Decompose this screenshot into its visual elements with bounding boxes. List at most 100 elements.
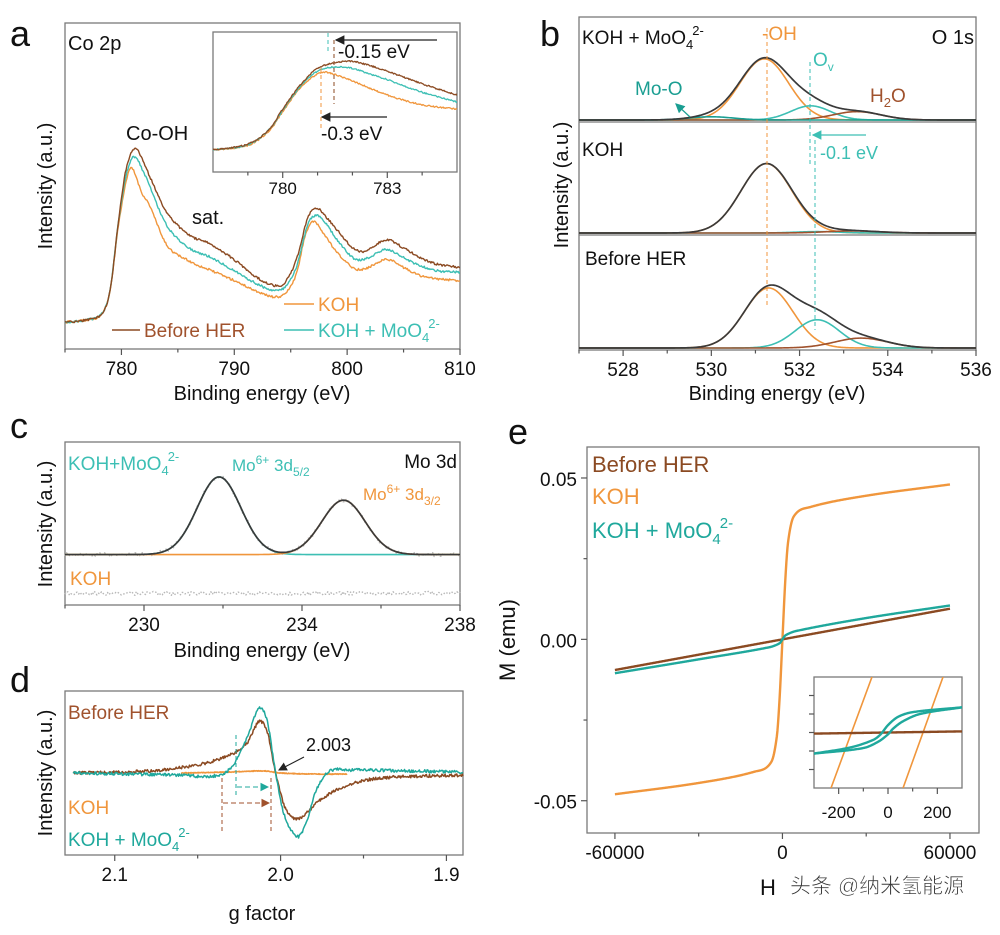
raw-data-koh: [64, 590, 461, 597]
panel-label-b: b: [540, 13, 560, 54]
x-tick-label: 530: [695, 360, 727, 381]
legend-label-before-her-e: Before HER: [592, 452, 709, 477]
series-koh-moo4: [72, 706, 464, 839]
inset-background: [213, 32, 457, 172]
chart-d-plot: 2.1 2.0 1.9: [64, 690, 464, 886]
component-ov: [579, 318, 976, 349]
x-tick-label: 1.9: [433, 865, 459, 886]
inset-series-koh-moo4-branch-1: [814, 706, 962, 755]
inset-series-koh-moo4-branch-2: [814, 706, 962, 755]
legend-label-before-her-d: Before HER: [68, 703, 169, 724]
subplot-koh-moo4: [579, 56, 976, 121]
component-ov: [579, 105, 976, 121]
component-oh: [579, 287, 976, 349]
x-tick-label: 0: [777, 843, 788, 864]
legend-label-koh-moo4-e: KOH + MoO42-: [592, 515, 733, 548]
chart-a-title: Co 2p: [68, 33, 121, 55]
x-tick-label: 810: [444, 359, 476, 380]
y-tick-label: -0.05: [534, 793, 577, 814]
series-koh: [65, 166, 460, 324]
panel-label-a: a: [10, 13, 31, 54]
x-tick-label: 536: [960, 360, 992, 381]
legend-a: KOH Before HER KOH + MoO42-: [112, 295, 440, 345]
x-tick-label: 2.0: [267, 865, 293, 886]
series-koh-moo4: [65, 155, 460, 324]
x-tick-label: 783: [373, 179, 401, 198]
panel-d: d 2.1 2.0 1.9 Before HER 2.003 KOH KOH + M…: [10, 659, 464, 925]
x-tick-label: 780: [269, 179, 297, 198]
x-tick-label: 60000: [924, 843, 977, 864]
y-tick-label: 0.05: [540, 470, 577, 491]
fit-envelope: [65, 476, 460, 556]
chart-b-frame: [578, 16, 977, 351]
subplot-before-her: [579, 284, 976, 349]
chart-c-plot: 230 234 238: [64, 441, 476, 636]
x-tick-label: 528: [607, 360, 639, 381]
subplot-label-koh-moo4: KOH + MoO42-: [582, 23, 704, 52]
inset-series-before-her: [814, 730, 962, 735]
legend-label-koh-moo4: KOH + MoO42-: [318, 316, 440, 345]
series-before-her: [65, 147, 460, 324]
component-label-ov: Ov: [813, 50, 834, 74]
x-tick-label: 200: [923, 803, 951, 822]
component-label-3d32: Mo6+ 3d3/2: [363, 482, 441, 508]
inset-series-koh-moo4: [213, 65, 457, 151]
x-tick-label: 234: [286, 615, 318, 636]
chart-d-ylabel: Intensity (a.u.): [35, 710, 57, 837]
watermark: 头条 @纳米氢能源: [790, 875, 964, 898]
series-koh: [180, 769, 348, 776]
panel-label-d: d: [10, 659, 30, 700]
sample-label-koh: KOH: [70, 569, 111, 590]
chart-c-xlabel: Binding energy (eV): [174, 640, 351, 662]
panel-c: c 230 234 238 KOH+MoO42- Mo6+ 3d5/2 Mo 3d …: [10, 405, 476, 662]
x-tick-label: 230: [128, 615, 160, 636]
component-label-mo-o: Mo-O: [635, 79, 683, 100]
subplot-koh: [579, 162, 976, 234]
chart-c-title: Mo 3d: [404, 452, 457, 473]
chart-a-ylabel: Intensity (a.u.): [35, 123, 57, 250]
series-before-her: [72, 719, 464, 821]
panel-a: a 780 790 800 810 780 783 Co 2p Co-OH sat. -0…: [10, 13, 476, 405]
panel-label-c: c: [10, 405, 28, 446]
chart-a-plot: 780 790 800 810 780 783: [64, 22, 476, 380]
legend-label-koh-moo4-d: KOH + MoO42-: [68, 825, 190, 854]
component-label-3d52: Mo6+ 3d5/2: [232, 453, 310, 479]
annotation-g-value: 2.003: [306, 735, 351, 755]
legend-label-before-her: Before HER: [144, 321, 245, 342]
component-oh: [579, 162, 976, 234]
arrow-g-value: [278, 756, 305, 771]
x-tick-label: 780: [106, 359, 138, 380]
x-tick-label: 0: [883, 803, 892, 822]
chart-e-xlabel: H: [760, 875, 776, 900]
fit-envelope: [579, 56, 976, 121]
chart-d-xlabel: g factor: [229, 903, 296, 925]
arrow-mo-o: [675, 103, 691, 118]
chart-a-xlabel: Binding energy (eV): [174, 383, 351, 405]
chart-e-inset: -200 0 200: [809, 676, 963, 822]
legend-label-koh-e: KOH: [592, 484, 640, 509]
x-tick-label: 534: [872, 360, 904, 381]
annotation-co-oh: Co-OH: [126, 123, 188, 145]
x-tick-label: -200: [822, 803, 856, 822]
series-koh-moo4: [614, 604, 951, 675]
chart-b-ylabel: Intensity (a.u.): [551, 122, 573, 249]
legend-label-koh: KOH: [318, 295, 359, 316]
chart-c-ylabel: Intensity (a.u.): [35, 461, 57, 588]
annotation-shift-ov: -0.1 eV: [820, 143, 878, 163]
chart-e-plot: -60000 0 60000 0.05 0.00 -0.05 -200 0 200: [534, 446, 980, 864]
chart-c-frame: [64, 441, 461, 606]
legend-label-koh-d: KOH: [68, 798, 109, 819]
annotation-shift-1: -0.15 eV: [338, 42, 410, 63]
chart-e-ylabel: M (emu): [495, 599, 520, 681]
panel-e: e -60000 0 60000 0.05 0.00 -0.05 -200 0 200 Befo…: [495, 411, 980, 900]
x-tick-label: 532: [784, 360, 816, 381]
subplot-label-koh: KOH: [582, 140, 623, 161]
inset-series-before-her: [213, 60, 457, 151]
chart-b-plot: 528 530 532 534 536: [578, 16, 992, 381]
x-tick-label: 2.1: [102, 865, 128, 886]
chart-a-frame: [64, 22, 461, 350]
component-label-oh: -OH: [762, 24, 797, 45]
chart-a-inset: 780 783: [212, 31, 458, 198]
chart-b-xlabel: Binding energy (eV): [689, 383, 866, 405]
